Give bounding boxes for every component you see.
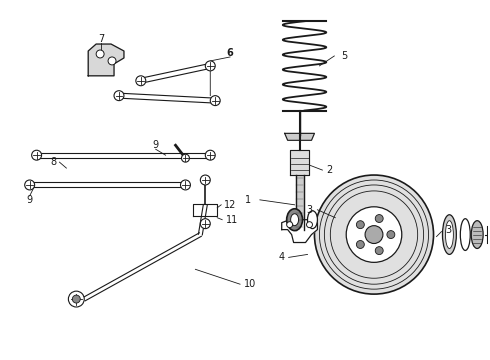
Circle shape (375, 247, 383, 255)
Circle shape (200, 219, 210, 229)
Text: 9: 9 (26, 195, 33, 205)
Circle shape (307, 222, 313, 228)
Circle shape (200, 175, 210, 185)
Circle shape (346, 207, 402, 262)
Polygon shape (295, 175, 303, 230)
Ellipse shape (460, 219, 470, 251)
Circle shape (180, 180, 191, 190)
Circle shape (375, 215, 383, 222)
Polygon shape (194, 204, 217, 216)
Text: 9: 9 (152, 140, 159, 150)
Circle shape (210, 96, 220, 105)
Circle shape (108, 57, 116, 65)
Text: 7: 7 (98, 34, 104, 44)
Text: 12: 12 (224, 200, 236, 210)
Circle shape (287, 222, 293, 228)
Polygon shape (140, 63, 211, 83)
Polygon shape (37, 153, 210, 158)
Circle shape (114, 91, 124, 100)
Ellipse shape (471, 221, 483, 248)
Circle shape (69, 291, 84, 307)
Polygon shape (198, 204, 207, 235)
Polygon shape (88, 44, 124, 76)
Text: 11: 11 (226, 215, 238, 225)
Ellipse shape (445, 221, 453, 248)
Polygon shape (290, 150, 310, 175)
Circle shape (387, 231, 395, 239)
Ellipse shape (308, 211, 318, 229)
Text: 1: 1 (245, 195, 251, 205)
Circle shape (356, 221, 365, 229)
Circle shape (205, 61, 215, 71)
Text: 4: 4 (279, 252, 285, 262)
Polygon shape (285, 133, 315, 140)
Circle shape (136, 76, 146, 86)
Polygon shape (83, 233, 201, 301)
Circle shape (181, 154, 190, 162)
Ellipse shape (442, 215, 456, 255)
Circle shape (24, 180, 35, 190)
Polygon shape (119, 93, 216, 103)
Polygon shape (30, 183, 185, 188)
Text: 3: 3 (445, 225, 451, 235)
Circle shape (73, 295, 80, 303)
Polygon shape (282, 220, 318, 243)
Circle shape (96, 50, 104, 58)
Circle shape (365, 226, 383, 243)
Text: 8: 8 (50, 157, 56, 167)
Text: 10: 10 (244, 279, 256, 289)
Text: 3: 3 (306, 205, 313, 215)
Circle shape (356, 240, 365, 248)
Circle shape (205, 150, 215, 160)
Text: 6: 6 (227, 48, 234, 58)
Ellipse shape (287, 209, 302, 231)
Text: 2: 2 (326, 165, 333, 175)
Circle shape (315, 175, 434, 294)
Ellipse shape (291, 214, 298, 226)
Circle shape (32, 150, 42, 160)
Text: 5: 5 (341, 51, 347, 61)
